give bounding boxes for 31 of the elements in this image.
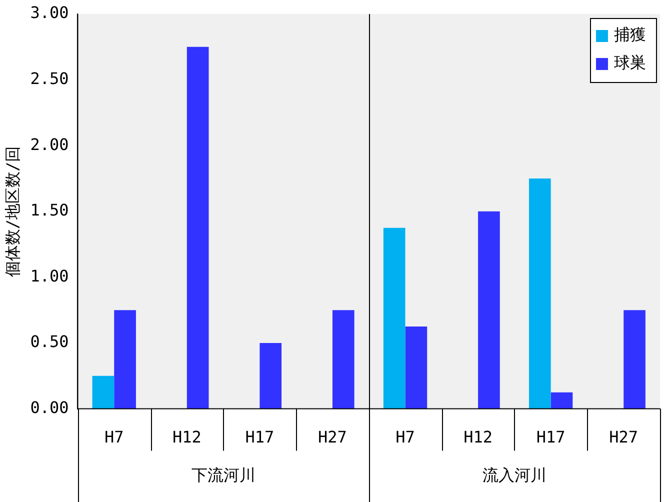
bar <box>405 326 428 409</box>
y-tick-label: 0.50 <box>30 332 69 352</box>
x-tick-label: H17 <box>245 428 274 447</box>
x-tick-label: H12 <box>464 428 492 447</box>
text: 流入河川 <box>482 466 546 485</box>
x-tick-label: H12 <box>172 428 202 447</box>
bar <box>478 211 500 409</box>
y-tick-label: 0.00 <box>30 398 69 417</box>
legend-label: 捕獲 <box>614 25 646 44</box>
legend-label: 球巣 <box>614 53 646 72</box>
bar <box>186 46 209 409</box>
bar <box>260 343 282 409</box>
y-tick-label: 1.00 <box>30 266 69 286</box>
x-tick-label: H17 <box>536 428 566 447</box>
y-tick-label: 2.00 <box>30 134 69 154</box>
text: 下流河川 <box>191 466 256 485</box>
x-tick-label: H7 <box>396 428 415 447</box>
x-tick-label: H7 <box>104 428 124 447</box>
bar <box>528 178 551 409</box>
bar <box>332 310 354 409</box>
bar <box>114 310 136 409</box>
y-axis-title: 個体数/地区数/回 <box>2 146 22 278</box>
bar <box>92 376 114 409</box>
bar <box>624 310 646 409</box>
y-tick-label: 2.50 <box>30 68 69 88</box>
y-tick-label: 1.50 <box>30 200 69 220</box>
y-tick-label: 3.00 <box>30 3 69 22</box>
x-tick-label: H27 <box>609 428 638 447</box>
bar <box>383 228 406 409</box>
x-tick-label: H27 <box>318 428 347 447</box>
bar <box>550 392 573 409</box>
